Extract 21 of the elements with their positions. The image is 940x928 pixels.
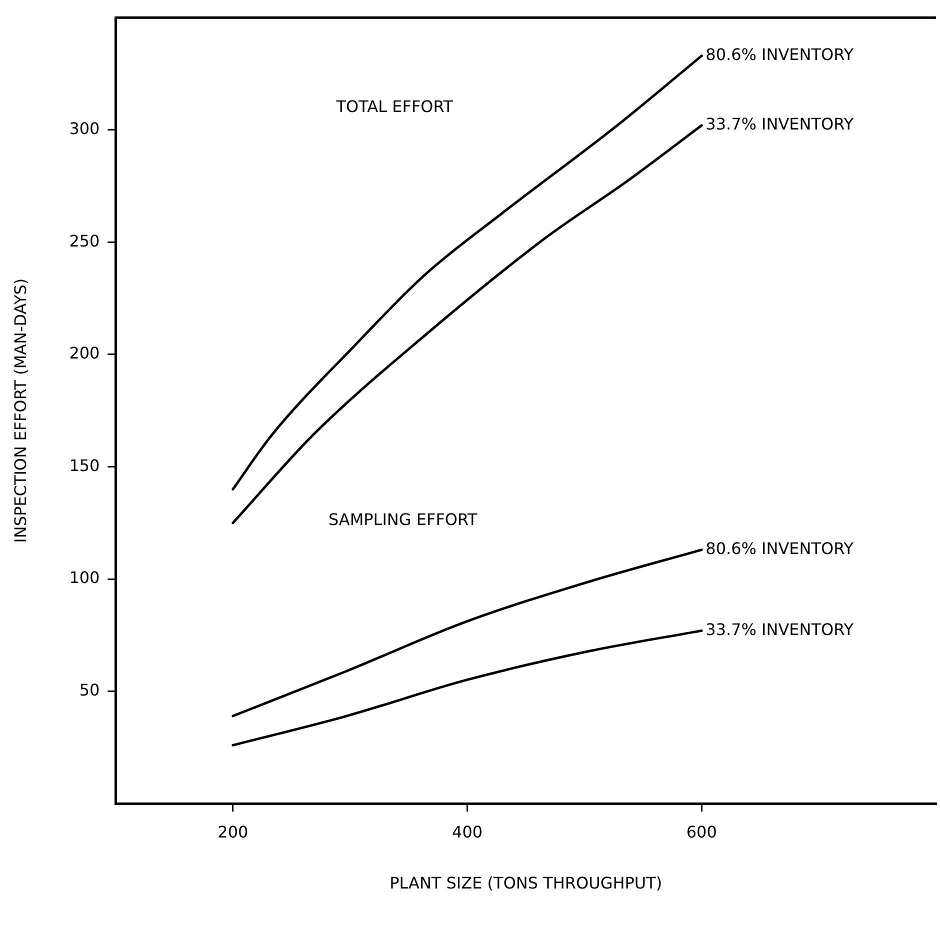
series-label: 33.7% INVENTORY — [706, 114, 854, 134]
x-tick-label: 400 — [452, 822, 483, 842]
x-axis-title: PLANT SIZE (TONS THROUGHPUT) — [390, 874, 662, 893]
y-tick-label: 100 — [69, 568, 100, 588]
y-tick-label: 250 — [69, 231, 100, 250]
line-series — [232, 548, 703, 718]
x-tick-label: 200 — [218, 822, 248, 842]
annotation: TOTAL EFFORT — [335, 97, 454, 116]
line-series — [232, 54, 703, 490]
y-tick-label: 300 — [69, 119, 100, 138]
series-label: 33.7% INVENTORY — [706, 620, 854, 639]
line-series — [232, 124, 703, 524]
y-tick-label: 50 — [79, 680, 100, 700]
annotation: SAMPLING EFFORT — [328, 510, 478, 529]
line-series — [232, 629, 703, 746]
series-label: 80.6% INVENTORY — [706, 44, 854, 64]
y-tick-label: 150 — [69, 456, 100, 475]
y-axis-title: INSPECTION EFFORT (MAN-DAYS) — [10, 278, 30, 543]
y-tick-label: 200 — [69, 344, 100, 363]
x-tick-label: 600 — [686, 822, 717, 842]
series-label: 80.6% INVENTORY — [706, 538, 854, 558]
